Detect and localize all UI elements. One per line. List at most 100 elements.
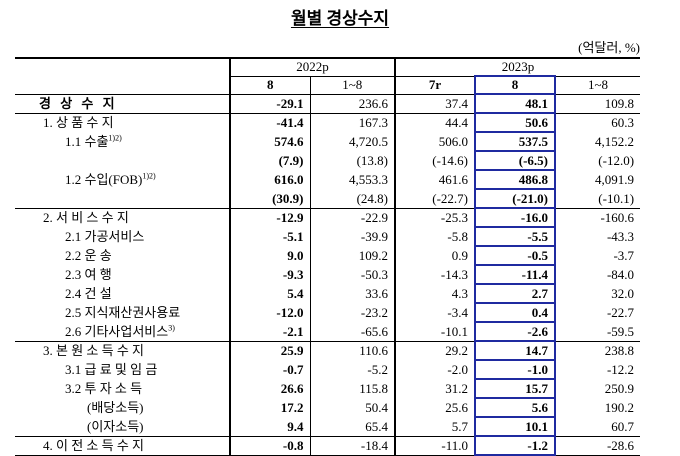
value-cell: 9.0	[287, 248, 304, 263]
value-cell: -1.2	[474, 435, 556, 456]
row-label: 3.2 투 자 소 득	[15, 379, 231, 398]
value-cell: 110.6	[309, 340, 395, 360]
value-cell: 4,091.9	[554, 170, 641, 189]
row-label: 2.2 운 송	[15, 246, 231, 265]
table-row: (7.9) (13.8) (-14.6) (-6.5) (-12.0)	[15, 150, 641, 170]
value-cell: 50.6	[474, 112, 556, 132]
row-label: 1.1 수출1)2)	[15, 132, 231, 151]
value-cell: 31.2	[394, 379, 475, 398]
value-cell: -59.5	[554, 322, 641, 341]
unit: (억달러, %)	[578, 40, 640, 55]
value-cell: -2.6	[474, 321, 556, 341]
row-label: 2.5 지식재산권사용료	[15, 303, 231, 322]
value-cell: -0.7	[282, 362, 304, 377]
value-cell: -50.3	[309, 265, 395, 284]
value-cell: 506.0	[394, 132, 475, 151]
row-label-text: 2.6 기타사업서비스	[65, 323, 169, 339]
value-cell: (30.9)	[272, 190, 304, 206]
table-row: 2.6 기타사업서비스3) -2.1 -65.6 -10.1 -2.6 -59.5	[15, 321, 641, 341]
footnote-mark: 1)2)	[142, 171, 156, 181]
value-cell: 2.7	[474, 283, 556, 303]
row-label-text: 4. 이 전 소 득 수 지	[43, 438, 145, 453]
value-cell: 44.4	[394, 112, 475, 132]
table-row: (이자소득) 9.4 65.4 5.7 10.1 60.7	[15, 416, 641, 436]
corner-cell	[15, 57, 231, 95]
table-header: 2022p 2023p 8 1~8 7r 8 1~8	[15, 57, 641, 95]
value-cell: 616.0	[274, 172, 304, 187]
row-label-text: (이자소득)	[87, 418, 144, 434]
value-cell: -22.9	[309, 207, 395, 227]
value-cell: -0.5	[474, 245, 556, 265]
value-cell: -160.6	[554, 207, 641, 227]
table-row: 3.1 급 료 및 임 금 -0.7 -5.2 -2.0 -1.0 -12.2	[15, 359, 641, 379]
title-text: 월별 경상수지	[290, 9, 390, 28]
value-cell: (24.8)	[309, 189, 395, 208]
row-label: 2.3 여 행	[15, 265, 231, 284]
value-cell: -3.7	[554, 246, 641, 265]
table-row: 1.1 수출1)2) 574.6 4,720.5 506.0 537.5 4,152.2	[15, 131, 641, 151]
row-label	[15, 151, 231, 170]
value-cell: -5.2	[309, 360, 395, 379]
value-cell: -41.4	[230, 112, 310, 132]
table-body: 경 상 수 지 -29.1 236.6 37.4 48.1 109.8 1. 상 품 수 지…	[15, 93, 641, 456]
value-cell: 109.2	[309, 246, 395, 265]
value-cell: -11.4	[474, 264, 556, 284]
value-cell: -12.9	[230, 207, 310, 227]
row-label-text: 1.1 수출	[65, 134, 109, 149]
value-cell: 5.6	[474, 397, 556, 417]
value-cell: -10.1	[394, 322, 475, 341]
value-cell: 10.1	[474, 416, 556, 436]
value-cell: 65.4	[309, 417, 395, 436]
value-cell: 109.8	[554, 94, 641, 113]
table-row: 2.3 여 행 -9.3 -50.3 -14.3 -11.4 -84.0	[15, 264, 641, 284]
value-cell: 32.0	[554, 284, 641, 303]
value-cell: (-22.7)	[394, 189, 475, 208]
value-cell: 190.2	[554, 398, 641, 417]
row-label: 1. 상 품 수 지	[15, 112, 231, 132]
value-cell: (13.8)	[309, 151, 395, 170]
row-label: 1.2 수입(FOB)1)2)	[15, 170, 231, 189]
table-row: 3. 본 원 소 득 수 지 25.9 110.6 29.2 14.7 238.8	[15, 340, 641, 360]
value-cell: 486.8	[474, 169, 556, 189]
value-cell: 9.4	[287, 418, 304, 434]
row-label-text: 2.2 운 송	[65, 248, 112, 263]
value-cell: 4,553.3	[309, 170, 395, 189]
row-label-text: 1.2 수입(FOB)	[65, 172, 143, 187]
table-row: (30.9) (24.8) (-22.7) (-21.0) (-10.1)	[15, 188, 641, 208]
page: 월별 경상수지 (억달러, %) 2022p 2023p 8 1~8 7r 8 1~8 경 …	[15, 9, 641, 456]
row-label-text: 2.5 지식재산권사용료	[65, 305, 181, 320]
value-cell: 461.6	[394, 170, 475, 189]
value-cell: 60.3	[554, 112, 641, 132]
value-cell: 167.3	[309, 112, 395, 132]
value-cell: 238.8	[554, 340, 641, 360]
value-cell: 0.4	[474, 302, 556, 322]
table-row: 1. 상 품 수 지 -41.4 167.3 44.4 50.6 60.3	[15, 112, 641, 132]
row-label-text: 2.1 가공서비스	[65, 229, 145, 244]
value-cell: 48.1	[474, 93, 556, 113]
value-cell: 5.4	[287, 286, 304, 301]
value-cell: 17.2	[280, 400, 304, 415]
value-cell: 37.4	[394, 94, 475, 113]
column-header: 1~8	[554, 76, 641, 95]
value-cell: 60.7	[554, 417, 641, 436]
value-cell: -14.3	[394, 265, 475, 284]
row-label: 2.4 건 설	[15, 284, 231, 303]
row-label: (이자소득)	[15, 417, 231, 436]
table-row: (배당소득) 17.2 50.4 25.6 5.6 190.2	[15, 397, 641, 417]
value-cell: -84.0	[554, 265, 641, 284]
row-label-text: 2.3 여 행	[65, 267, 112, 282]
table-row: 2.5 지식재산권사용료 -12.0 -23.2 -3.4 0.4 -22.7	[15, 302, 641, 322]
value-cell: 115.8	[309, 379, 395, 398]
value-cell: -2.0	[394, 360, 475, 379]
value-cell: -1.0	[474, 359, 556, 379]
value-cell: -65.6	[309, 322, 395, 341]
row-label	[15, 189, 231, 208]
value-cell: (-21.0)	[474, 188, 556, 208]
table-row: 4. 이 전 소 득 수 지 -0.8 -18.4 -11.0 -1.2 -28.6	[15, 435, 641, 456]
header-row: 2022p 2023p	[15, 57, 641, 95]
value-cell: 50.4	[309, 398, 395, 417]
value-cell: 4,152.2	[554, 132, 641, 151]
value-cell: -28.6	[554, 435, 641, 456]
table-row: 2.2 운 송 9.0 109.2 0.9 -0.5 -3.7	[15, 245, 641, 265]
row-label: (배당소득)	[15, 398, 231, 417]
